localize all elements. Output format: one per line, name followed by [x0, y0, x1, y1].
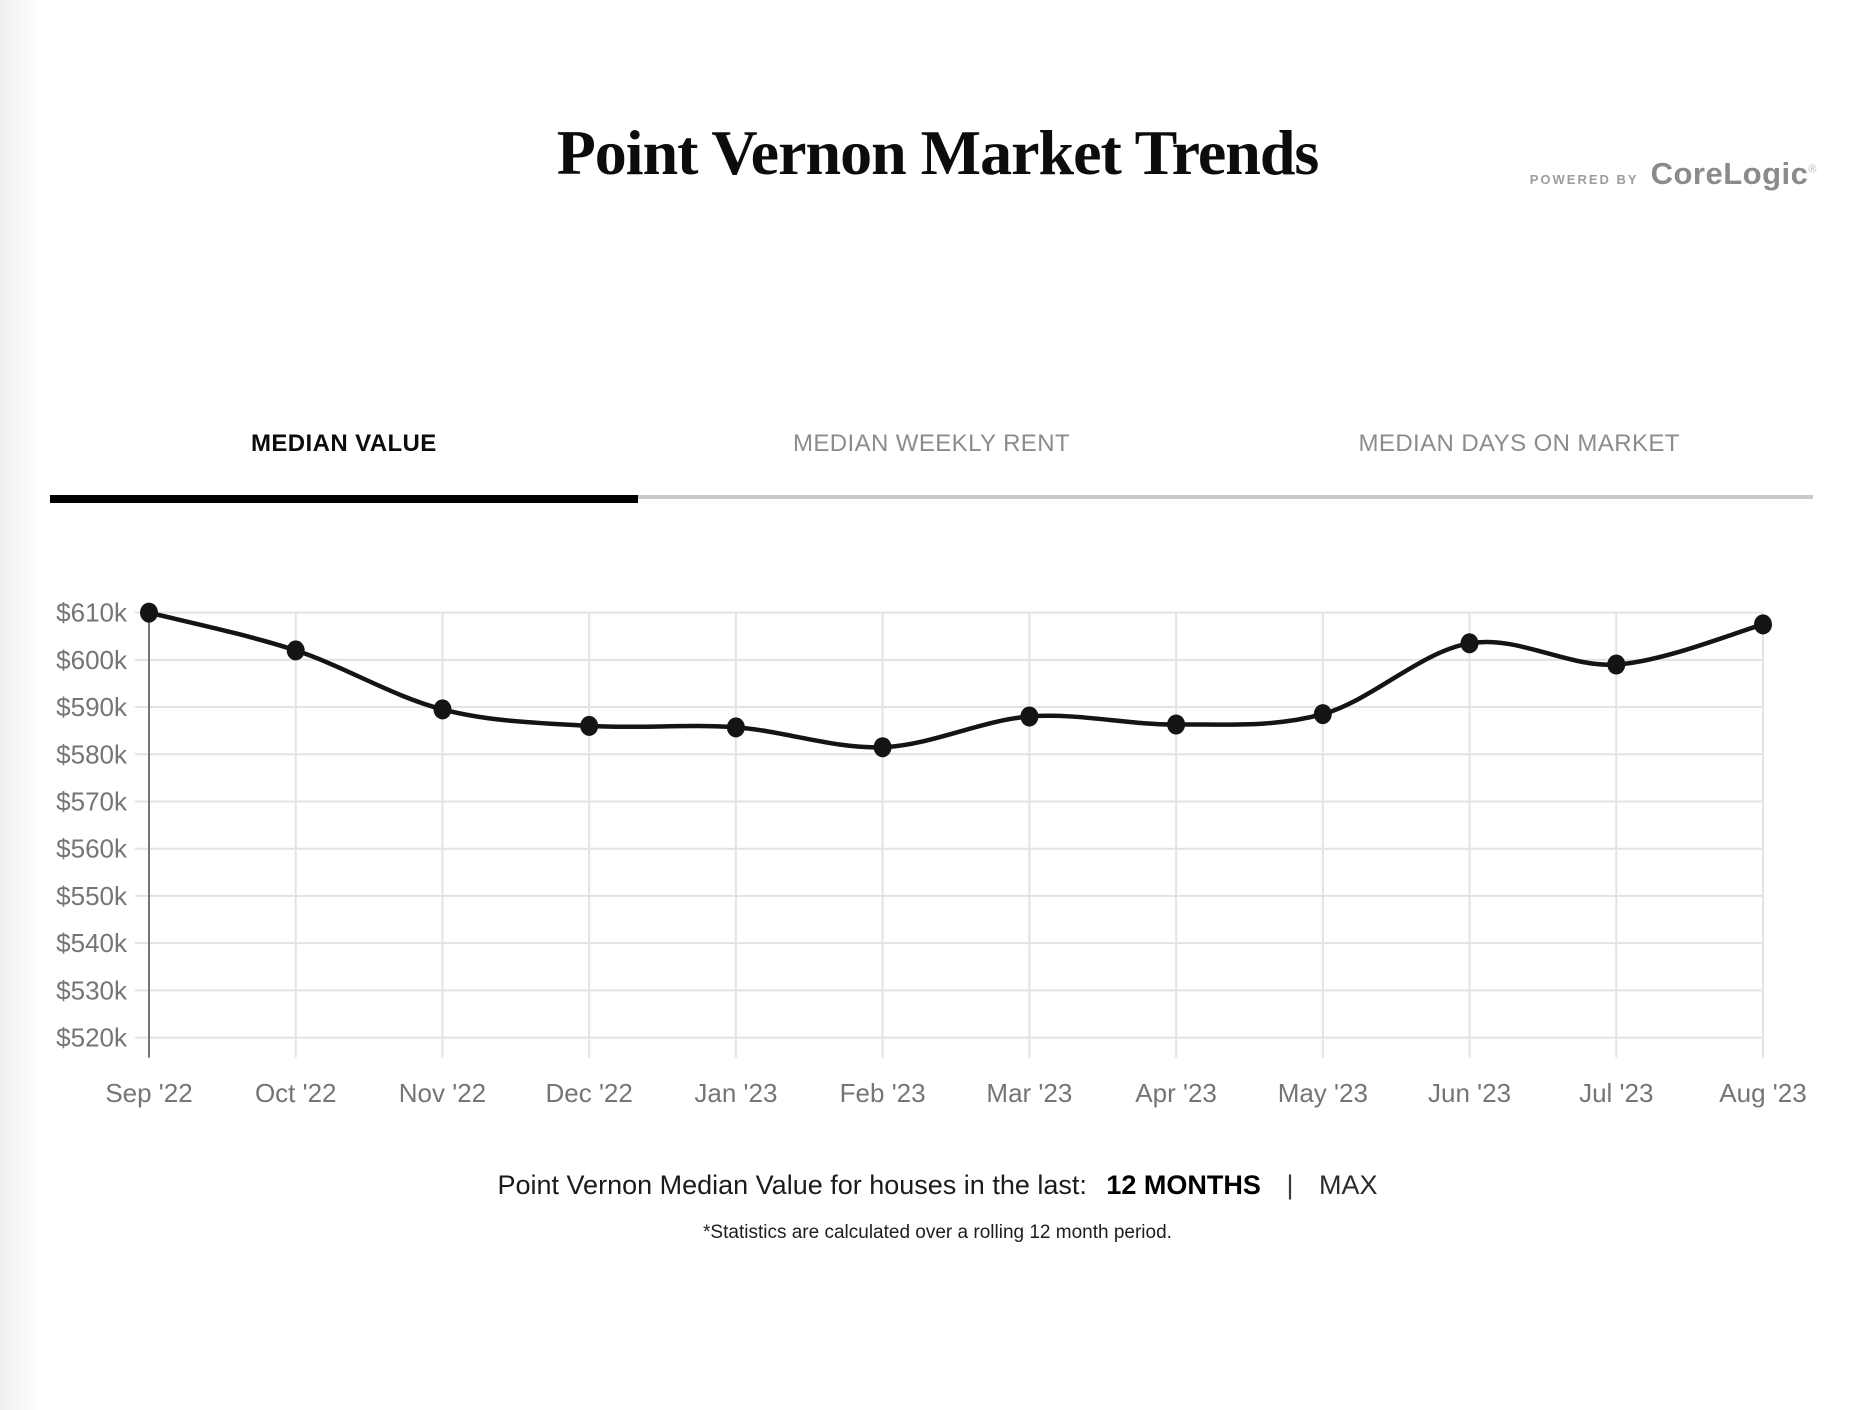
x-tick-label: Mar '23	[986, 1078, 1072, 1108]
data-point-marker[interactable]	[1460, 633, 1479, 654]
x-tick-label: May '23	[1278, 1078, 1368, 1108]
tab-underline-track	[50, 495, 1813, 499]
x-tick-label: Apr '23	[1135, 1078, 1217, 1108]
tab-underline	[50, 495, 1813, 503]
powered-by-label: POWERED BY	[1529, 172, 1639, 187]
chart-canvas[interactable]: $520k $530k $540k $550k $560k $570k $580k $590k…	[0, 540, 1875, 1115]
y-tick-label: $530k	[56, 975, 128, 1005]
x-tick-label: Feb '23	[840, 1078, 926, 1108]
y-tick-label: $550k	[56, 881, 128, 911]
x-tick-label: Nov '22	[399, 1078, 486, 1108]
y-tick-label: $520k	[56, 1023, 128, 1053]
data-point-marker[interactable]	[1167, 714, 1186, 735]
x-tick-label: Jul '23	[1579, 1078, 1653, 1108]
tab-bar: MEDIAN VALUE MEDIAN WEEKLY RENT MEDIAN D…	[50, 430, 1813, 458]
page-title: Point Vernon Market Trends	[556, 117, 1320, 188]
data-point-marker[interactable]	[1020, 706, 1039, 727]
series-line	[146, 610, 1766, 750]
y-tick-label: $600k	[56, 645, 128, 675]
data-point-marker[interactable]	[1607, 654, 1626, 675]
powered-by-attribution: POWERED BY CoreLogic®	[1530, 156, 1817, 192]
data-point-marker[interactable]	[1313, 704, 1332, 725]
period-max-button[interactable]: MAX	[1318, 1170, 1378, 1200]
data-point-marker[interactable]	[140, 602, 158, 623]
corelogic-logo: CoreLogic®	[1650, 156, 1817, 191]
data-point-marker[interactable]	[1754, 614, 1772, 635]
data-point-marker[interactable]	[286, 640, 305, 661]
x-tick-label: Oct '22	[255, 1078, 337, 1108]
tab-median-value[interactable]: MEDIAN VALUE	[250, 430, 437, 457]
data-point-marker[interactable]	[726, 717, 745, 738]
tab-median-days-on-market[interactable]: MEDIAN DAYS ON MARKET	[1358, 430, 1680, 457]
x-tick-label: Aug '23	[1719, 1078, 1806, 1108]
y-tick-label: $540k	[56, 928, 128, 958]
tab-underline-active	[50, 495, 638, 503]
data-point-marker[interactable]	[433, 699, 452, 720]
x-tick-label: Dec '22	[546, 1078, 633, 1108]
footnote: *Statistics are calculated over a rollin…	[703, 1222, 1172, 1243]
data-point-marker[interactable]	[580, 715, 599, 736]
y-tick-label: $580k	[56, 739, 128, 769]
period-12-months-button[interactable]: 12 MONTHS	[1106, 1170, 1261, 1200]
tab-median-weekly-rent[interactable]: MEDIAN WEEKLY RENT	[792, 430, 1071, 457]
caption-separator: |	[1286, 1170, 1294, 1200]
y-tick-label: $590k	[56, 692, 128, 722]
chart-caption: Point Vernon Median Value for houses in …	[0, 1170, 1875, 1201]
y-tick-label: $610k	[56, 598, 128, 628]
y-tick-label: $570k	[56, 786, 128, 816]
x-tick-label: Jun '23	[1428, 1078, 1511, 1108]
x-tick-label: Jan '23	[694, 1078, 777, 1108]
y-tick-label: $560k	[56, 834, 128, 864]
data-point-marker[interactable]	[873, 737, 892, 758]
caption-prefix: Point Vernon Median Value for houses in …	[497, 1170, 1087, 1200]
registered-trademark-icon: ®	[1808, 163, 1817, 176]
x-tick-label: Sep '22	[105, 1078, 192, 1108]
